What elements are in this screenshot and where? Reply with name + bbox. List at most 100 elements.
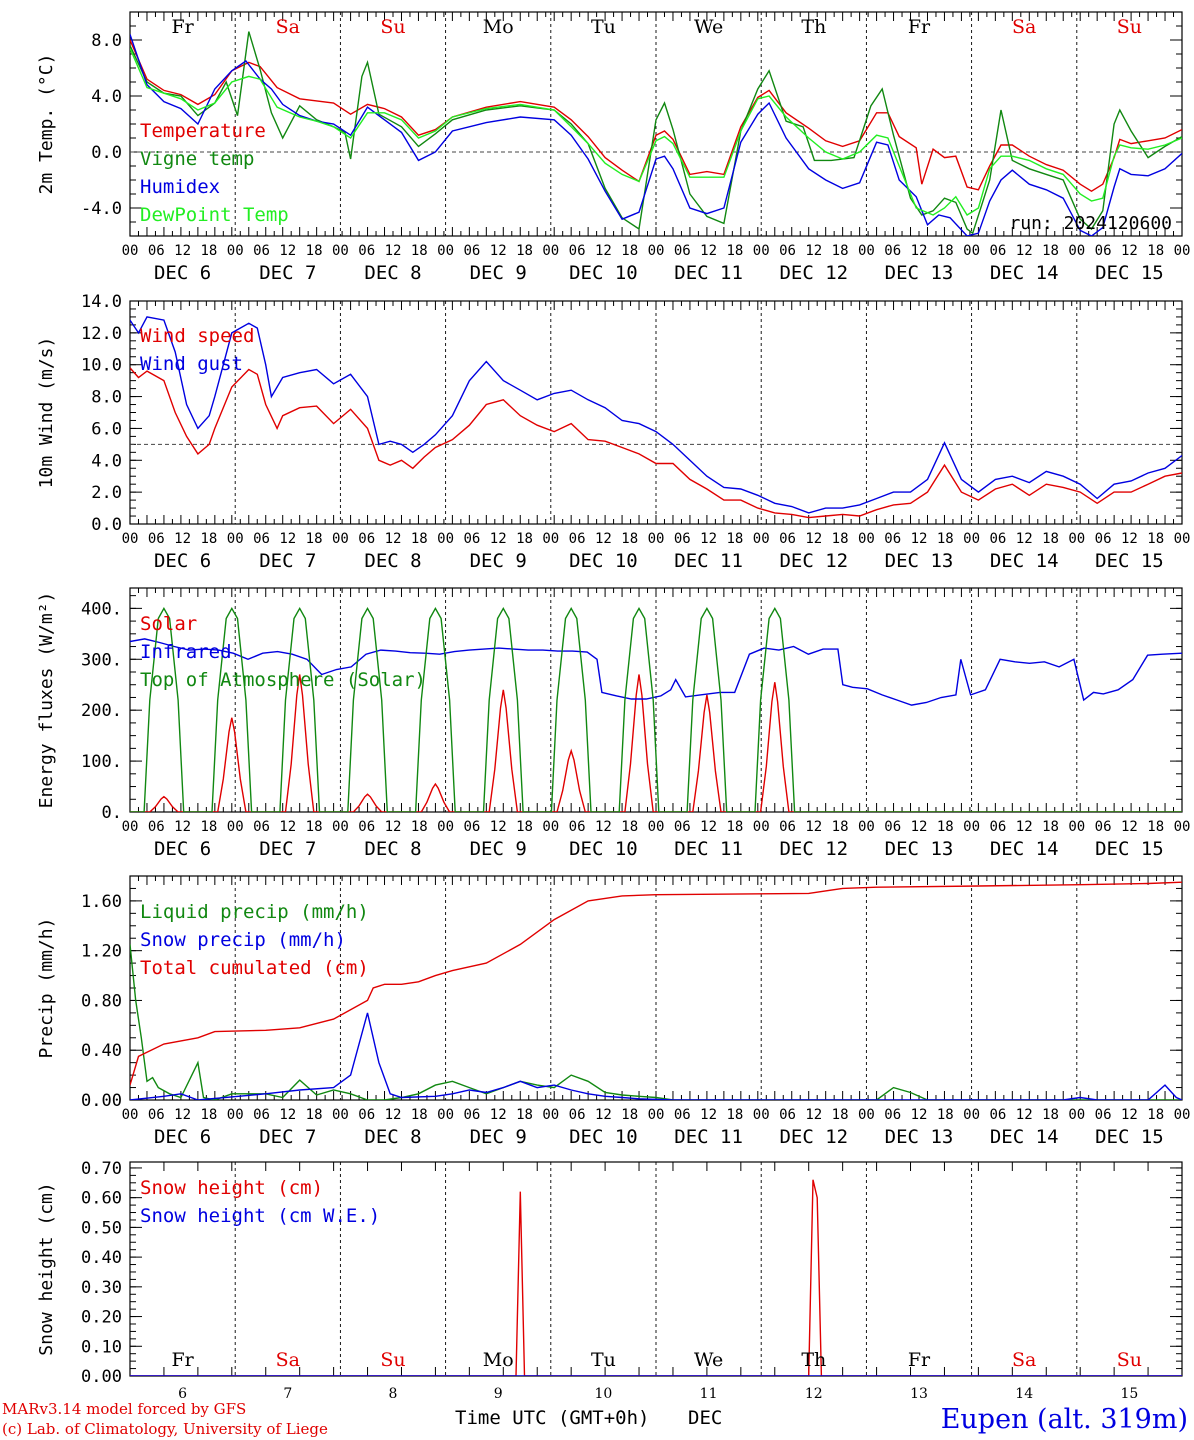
- hour-tick-label: 18: [200, 243, 217, 259]
- hour-tick-label: 18: [1147, 1107, 1164, 1123]
- date-day: 15: [1141, 550, 1164, 572]
- plot-frame: [129, 587, 1183, 813]
- legend-entry: DewPoint Temp: [140, 204, 289, 226]
- legend-entry: Liquid precip (mm/h): [140, 901, 369, 923]
- hour-tick-label: 18: [516, 531, 533, 547]
- date-number: 10: [594, 1386, 612, 1402]
- date-day: 13: [930, 550, 953, 572]
- hour-tick-label: 06: [358, 243, 375, 259]
- x-axis-month: DEC: [688, 1407, 722, 1429]
- hour-tick-label: 00: [542, 819, 559, 835]
- hour-tick-label: 18: [306, 531, 323, 547]
- hour-tick-label: 12: [279, 531, 296, 547]
- hour-tick-label: 00: [963, 819, 980, 835]
- hour-tick-label: 00: [753, 819, 770, 835]
- y-tick-label: 0.10: [81, 1337, 122, 1357]
- weekday-label: Fr: [908, 16, 931, 38]
- hour-tick-label: 12: [805, 819, 822, 835]
- hour-tick-label: 06: [569, 1107, 586, 1123]
- date-day: 15: [1141, 262, 1164, 284]
- hour-tick-label: 06: [463, 531, 480, 547]
- series-line-3: [130, 606, 1182, 812]
- date-month: DEC: [674, 262, 720, 284]
- date-month: DEC: [674, 550, 720, 572]
- date-month: DEC: [154, 550, 200, 572]
- y-tick-label: 0.60: [81, 1189, 122, 1209]
- date-day: 13: [930, 262, 953, 284]
- legend-entry: Temperature: [140, 120, 266, 142]
- hour-tick-label: 18: [1042, 819, 1059, 835]
- date-day: 9: [515, 838, 526, 860]
- hour-tick-label: 00: [122, 531, 139, 547]
- date-label: DEC 15: [1095, 1126, 1164, 1148]
- hour-tick-label: 00: [122, 243, 139, 259]
- date-number: 6: [178, 1386, 187, 1402]
- y-axis-label: 2m Temp. (°C): [36, 54, 57, 195]
- date-day: 15: [1141, 1126, 1164, 1148]
- weekday-label: Tu: [591, 1349, 616, 1371]
- date-label: DEC 13: [885, 550, 954, 572]
- y-axis-label: 10m Wind (m/s): [36, 337, 57, 489]
- hour-tick-label: 06: [674, 243, 691, 259]
- date-month: DEC: [779, 262, 825, 284]
- y-tick-label: 0.20: [81, 1308, 122, 1328]
- hour-tick-label: 00: [122, 1107, 139, 1123]
- hour-tick-label: 18: [832, 531, 849, 547]
- y-tick-label: 0.0: [91, 143, 122, 163]
- hour-tick-label: 06: [989, 819, 1006, 835]
- hour-tick-label: 12: [595, 531, 612, 547]
- hour-tick-label: 18: [1147, 531, 1164, 547]
- weekday-label: Sa: [276, 1349, 300, 1371]
- hour-tick-label: 06: [884, 1107, 901, 1123]
- y-axis-label: Snow height (cm): [36, 1182, 57, 1355]
- hour-tick-label: 00: [542, 243, 559, 259]
- y-tick-label: 1.60: [81, 892, 122, 912]
- hour-tick-label: 00: [1068, 819, 1085, 835]
- weekday-label: We: [694, 1349, 723, 1371]
- hour-tick-label: 12: [1016, 819, 1033, 835]
- date-month: DEC: [1095, 262, 1141, 284]
- date-month: DEC: [885, 550, 931, 572]
- hour-tick-label: 00: [858, 243, 875, 259]
- hour-tick-label: 12: [805, 531, 822, 547]
- panel-2: [129, 300, 1183, 525]
- hour-tick-label: 00: [332, 531, 349, 547]
- date-label: DEC 15: [1095, 550, 1164, 572]
- date-label: DEC 14: [990, 838, 1059, 860]
- hour-tick-label: 00: [542, 531, 559, 547]
- hour-tick-label: 00: [332, 243, 349, 259]
- hour-tick-label: 12: [911, 1107, 928, 1123]
- hour-tick-label: 00: [227, 243, 244, 259]
- hour-tick-label: 06: [674, 531, 691, 547]
- date-month: DEC: [364, 262, 410, 284]
- date-month: DEC: [259, 1126, 305, 1148]
- weekday-label: Fr: [908, 1349, 931, 1371]
- date-day: 7: [305, 550, 316, 572]
- hour-tick-label: 18: [200, 531, 217, 547]
- hour-tick-label: 00: [227, 819, 244, 835]
- date-day: 8: [410, 262, 421, 284]
- panel-5: [129, 1161, 1183, 1377]
- hour-tick-label: 12: [911, 243, 928, 259]
- hour-tick-label: 18: [937, 819, 954, 835]
- y-tick-label: 0.30: [81, 1278, 122, 1298]
- hour-tick-label: 06: [148, 531, 165, 547]
- hour-tick-label: 18: [621, 531, 638, 547]
- hour-tick-label: 18: [516, 1107, 533, 1123]
- hour-tick-label: 06: [253, 819, 270, 835]
- date-day: 8: [410, 838, 421, 860]
- hour-tick-label: 06: [358, 819, 375, 835]
- date-month: DEC: [470, 550, 516, 572]
- date-label: DEC 11: [674, 550, 743, 572]
- date-label: DEC 8: [364, 262, 421, 284]
- hour-tick-label: 12: [174, 531, 191, 547]
- hour-tick-label: 12: [279, 243, 296, 259]
- hour-tick-label: 12: [911, 819, 928, 835]
- date-month: DEC: [364, 550, 410, 572]
- hour-tick-label: 00: [648, 531, 665, 547]
- date-label: DEC 10: [569, 1126, 638, 1148]
- station-label: Eupen (alt. 319m): [941, 1404, 1188, 1435]
- hour-tick-label: 12: [1121, 819, 1138, 835]
- hour-tick-label: 12: [700, 819, 717, 835]
- plot-frame: [129, 300, 1183, 525]
